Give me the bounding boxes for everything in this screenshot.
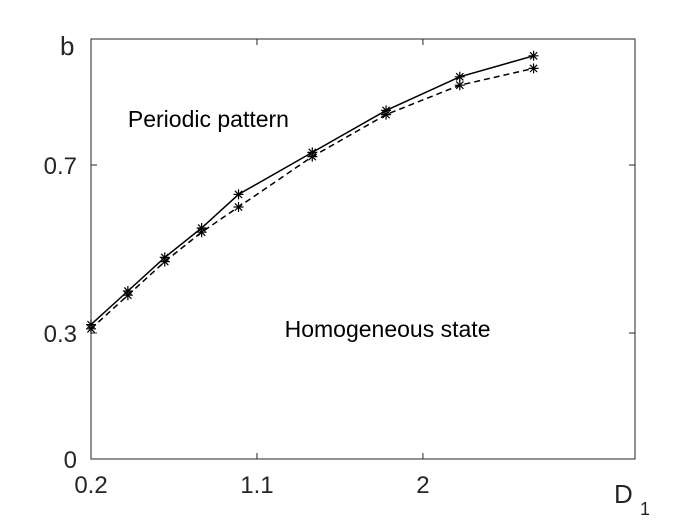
data-point-marker [196,227,207,238]
x-tick-label: 1.1 [240,472,273,499]
y-axis-label: b [60,31,74,61]
y-tick-label: 0.7 [44,153,77,180]
plot-area [90,38,636,460]
annotation-homogeneous-state: Homogeneous state [285,316,491,342]
data-point-marker [307,151,318,162]
y-tick-label: 0.3 [44,321,77,348]
x-tick-label: 0.2 [74,472,107,499]
data-point-marker [233,202,244,212]
ticks: 0.2 1.1 2 0 0.3 0.7 [44,39,635,499]
series-layer [86,50,539,334]
series-dashed [86,63,539,334]
x-axis-label-subscript: 1 [640,499,650,519]
x-tick-label: 2 [416,472,429,499]
data-point-marker [454,71,465,82]
labels: b D 1 Periodic pattern Homogeneous state [60,31,650,519]
data-point-marker [381,109,392,120]
data-point-marker [233,189,244,200]
y-tick-label: 0 [64,447,77,474]
data-point-marker [454,80,465,91]
data-point-marker [528,50,539,61]
annotation-periodic-pattern: Periodic pattern [128,106,289,132]
data-point-marker [528,63,539,74]
data-point-marker [86,323,96,334]
data-point-marker [122,290,133,301]
x-axis-label: D [614,479,633,509]
data-point-marker [159,256,170,267]
